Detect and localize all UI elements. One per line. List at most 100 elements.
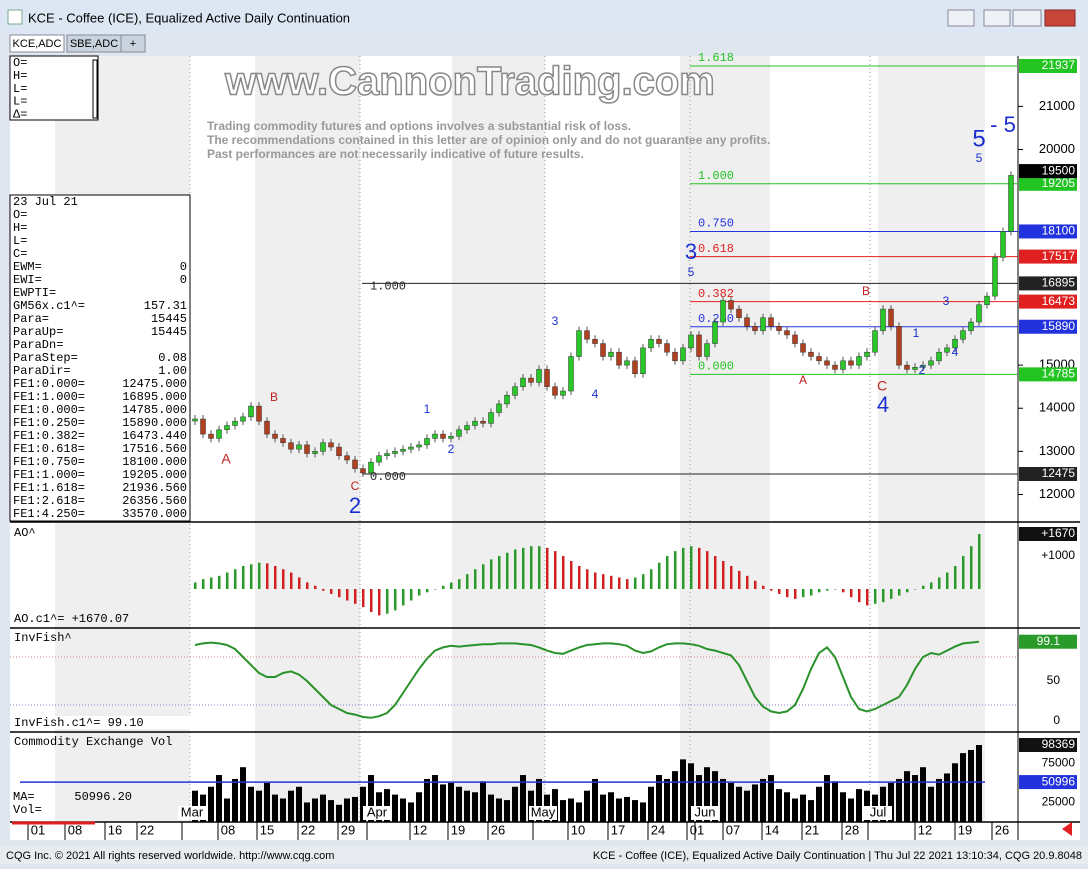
tab[interactable] bbox=[9, 34, 65, 53]
volume-bar bbox=[648, 786, 654, 822]
data-value: 17516.560 bbox=[122, 442, 187, 456]
volume-bar bbox=[792, 798, 798, 822]
time-label: 22 bbox=[301, 822, 315, 837]
footer-right: KCE - Coffee (ICE), Equalized Active Dai… bbox=[593, 850, 1082, 862]
candle bbox=[648, 339, 654, 349]
ao-bar bbox=[594, 572, 597, 589]
ao-bar bbox=[914, 589, 917, 590]
candle bbox=[352, 459, 358, 469]
price-box bbox=[1019, 319, 1077, 334]
ao-bar bbox=[402, 589, 405, 606]
data-value: 14785.000 bbox=[122, 403, 187, 417]
candle bbox=[368, 461, 374, 474]
data-name: FE1:0.618= bbox=[13, 442, 85, 456]
candle bbox=[480, 420, 486, 424]
tab-label: + bbox=[130, 38, 136, 50]
scroll-arrow[interactable] bbox=[1062, 822, 1072, 836]
volume-bar bbox=[272, 794, 278, 822]
quote-box bbox=[9, 55, 99, 121]
quote-field: O= bbox=[13, 56, 27, 70]
candle bbox=[552, 386, 558, 396]
wave-label: - 5 bbox=[990, 112, 1016, 137]
wave-label: 2 bbox=[349, 493, 361, 518]
ao-bar bbox=[618, 577, 621, 589]
volume-bar bbox=[368, 775, 374, 822]
invfish-box bbox=[1019, 634, 1077, 649]
volume-bar bbox=[632, 800, 638, 822]
close-button[interactable] bbox=[1044, 9, 1076, 27]
data-value: 0 bbox=[180, 273, 187, 287]
volume-bar bbox=[520, 775, 526, 822]
candle bbox=[848, 360, 854, 366]
candle bbox=[448, 436, 454, 439]
candle bbox=[960, 330, 966, 340]
volume-tick-label: 50996 bbox=[1042, 774, 1076, 788]
wave-label: C bbox=[877, 378, 887, 394]
data-name: L= bbox=[13, 234, 27, 248]
ao-bar bbox=[802, 589, 805, 598]
time-label: 17 bbox=[611, 822, 625, 837]
candle bbox=[248, 405, 254, 418]
candle bbox=[872, 330, 878, 353]
candle bbox=[856, 356, 862, 366]
wave-label: 4 bbox=[592, 387, 599, 401]
month-tag bbox=[529, 806, 557, 820]
volume-bar bbox=[784, 792, 790, 822]
pin-button[interactable] bbox=[947, 9, 975, 27]
volume-bar bbox=[248, 786, 254, 822]
wave-label: 1 bbox=[913, 326, 920, 340]
data-name: FE1:0.000= bbox=[13, 403, 85, 417]
ao-bar bbox=[274, 565, 277, 589]
candle bbox=[904, 364, 910, 370]
ao-bar bbox=[570, 561, 573, 589]
minimize-button[interactable] bbox=[983, 9, 1011, 27]
data-value: 21936.560 bbox=[122, 481, 187, 495]
quote-field: L= bbox=[13, 95, 27, 109]
price-box-label: 18100 bbox=[1042, 224, 1076, 238]
data-name: FE1:0.382= bbox=[13, 429, 85, 443]
time-label: Mar bbox=[181, 804, 204, 819]
volume-bar bbox=[416, 792, 422, 822]
volume-bar bbox=[720, 778, 726, 822]
ao-bar bbox=[690, 546, 693, 589]
fib-label: 0.000 bbox=[698, 360, 734, 374]
tab[interactable] bbox=[120, 34, 146, 53]
candle bbox=[624, 360, 630, 366]
volume-bar bbox=[696, 775, 702, 822]
data-value: 26356.560 bbox=[122, 494, 187, 508]
candle bbox=[464, 425, 470, 431]
candle bbox=[592, 339, 598, 344]
volume-bar bbox=[496, 798, 502, 822]
candle bbox=[336, 446, 342, 456]
volume-bar bbox=[352, 796, 358, 822]
data-name: EWM= bbox=[13, 260, 42, 274]
volume-bar bbox=[736, 786, 742, 822]
ao-bar bbox=[586, 569, 589, 589]
volume-bar bbox=[664, 778, 670, 822]
candle bbox=[432, 433, 438, 439]
volume-bar bbox=[576, 802, 582, 822]
candle bbox=[768, 317, 774, 327]
volume-bar bbox=[536, 778, 542, 822]
ao-bar bbox=[498, 556, 501, 589]
month-tag bbox=[363, 806, 391, 820]
candle bbox=[296, 444, 302, 450]
price-box bbox=[1019, 467, 1077, 481]
watermark: www.CannonTrading.com bbox=[224, 60, 715, 104]
wave-label: 3 bbox=[943, 294, 950, 308]
time-label: 16 bbox=[108, 822, 122, 837]
time-label: 14 bbox=[765, 822, 779, 837]
candle bbox=[416, 444, 422, 448]
candle bbox=[944, 347, 950, 353]
candle bbox=[312, 451, 318, 454]
price-box-label: 21937 bbox=[1042, 58, 1076, 72]
volume-bar bbox=[672, 771, 678, 822]
candle bbox=[880, 308, 886, 331]
candle bbox=[712, 321, 718, 344]
data-name: H= bbox=[13, 221, 27, 235]
ao-bar bbox=[770, 589, 773, 591]
volume-bar bbox=[288, 790, 294, 822]
maximize-button[interactable] bbox=[1012, 9, 1042, 27]
volume-bar bbox=[608, 792, 614, 822]
volume-box bbox=[1019, 775, 1077, 790]
